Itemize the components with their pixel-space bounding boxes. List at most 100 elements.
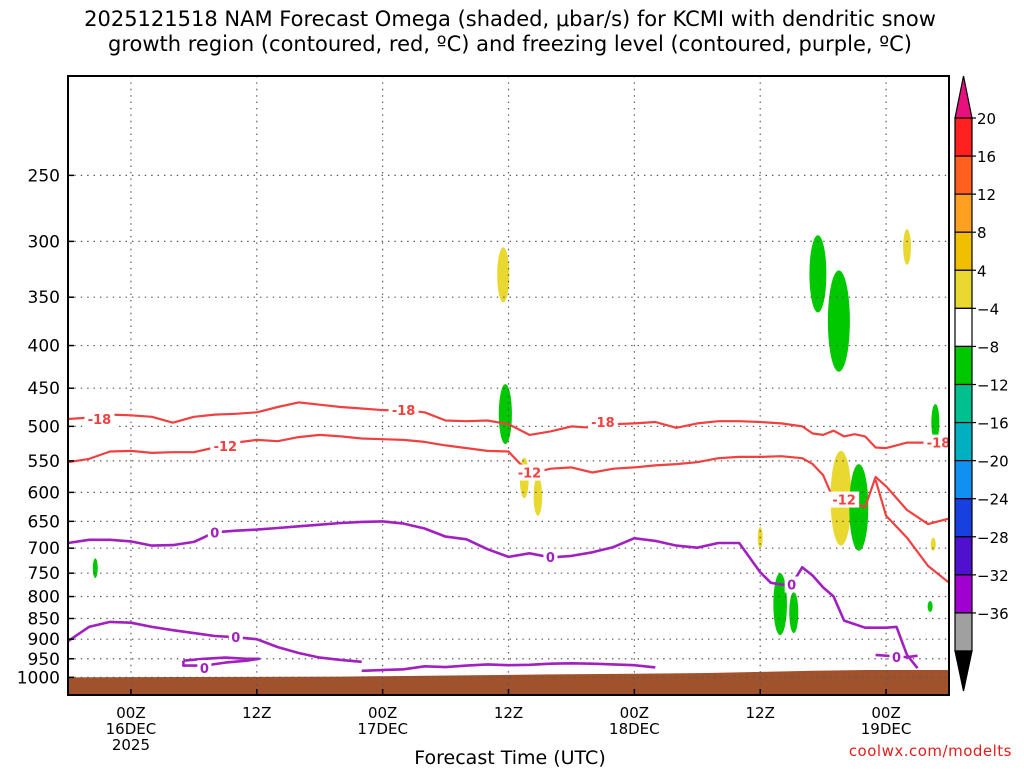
freezing-level-contour [67,520,919,670]
colorbar-swatch [954,460,973,500]
colorbar-swatch [954,193,973,233]
colorbar-swatch [954,536,973,576]
colorbar-label: −20 [977,453,1009,471]
colorbar-label: −32 [977,567,1009,585]
contour-label: 0 [787,579,796,594]
colorbar-label: 12 [977,186,996,204]
omega-blob [789,591,799,634]
colorbar-label: −36 [977,605,1009,623]
y-tick-label: 400 [28,337,60,357]
y-tick-label: 600 [28,483,60,503]
dgz-contour [874,479,950,584]
omega-blob [927,601,933,613]
colorbar-swatch [954,155,973,195]
y-tick-label: 700 [28,539,60,559]
colorbar-swatch [954,269,973,309]
omega-blob [497,247,510,303]
contour-label-bg [829,491,860,508]
colorbar-swatch [954,307,973,348]
colorbar-label: −16 [977,415,1009,433]
y-tick-label: 650 [28,512,60,532]
omega-blob [903,229,911,265]
contour-label-bg [587,413,618,430]
colorbar-label: 20 [977,110,996,128]
contour-label: 0 [231,631,240,646]
contour-label: 0 [200,662,209,677]
omega-blob [931,403,940,441]
contour-label: 0 [892,651,901,666]
omega-blob [827,270,850,372]
colorbar-label: 4 [977,262,987,280]
omega-blob [930,537,936,551]
colorbar-swatch [954,117,973,157]
colorbar-swatch [954,231,973,271]
freezing-level-contour [361,662,656,673]
contour-label: -12 [832,494,856,509]
colorbar-swatch [954,383,973,424]
freezing-level-contour [67,620,362,664]
x-tick-label: 00Z [116,704,145,722]
contour-label-bg [514,464,545,481]
contour-label: 0 [210,526,219,541]
y-tick-label: 500 [28,417,60,437]
colorbar-swatch [954,574,973,614]
omega-blob [533,476,543,516]
x-tick-label: 16DEC [106,720,157,738]
contour-label-bg [207,524,222,541]
y-tick-label: 900 [28,630,60,650]
colorbar-swatch [954,498,973,538]
y-tick-label: 350 [28,288,60,308]
omega-blob [498,384,512,445]
contour-label: -18 [392,404,416,419]
contour-label: -12 [214,440,238,455]
y-tick-label: 800 [28,588,60,608]
contour-label: -18 [591,416,615,431]
x-tick-label: 12Z [242,704,271,722]
omega-blob [92,558,98,578]
colorbar-label: −4 [977,300,999,318]
x-tick-label: 00Z [368,704,397,722]
x-tick-label: 18DEC [609,720,660,738]
x-tick-label: 12Z [494,704,523,722]
colorbar-top-arrow [954,75,973,119]
colorbar-label: 8 [977,224,987,242]
contour-label: 0 [546,551,555,566]
y-tick-label: 1000 [17,668,60,688]
y-tick-label: 850 [28,609,60,629]
contour-label-bg [923,434,954,451]
dgz-contour [67,401,939,450]
y-tick-label: 550 [28,452,60,472]
colorbar-label: 16 [977,148,996,166]
contour-label-bg [84,411,115,428]
x-tick-label: 2025 [112,736,150,754]
x-tick-label: 19DEC [861,720,912,738]
contour-label-bg [197,660,212,677]
colorbar-label: −28 [977,529,1009,547]
x-axis-title: Forecast Time (UTC) [414,747,605,768]
watermark: coolwx.com/modelts [848,742,1012,760]
contour-label-bg [388,402,419,419]
contour-label-bg [889,648,904,665]
y-tick-label: 450 [28,379,60,399]
x-tick-label: 12Z [746,704,775,722]
y-tick-label: 950 [28,650,60,670]
omega-blob [809,235,827,313]
x-tick-label: 00Z [871,704,900,722]
x-tick-label: 00Z [620,704,649,722]
colorbar-label: −24 [977,491,1009,509]
contour-label-bg [228,629,243,646]
colorbar-swatch [954,345,973,386]
contour-label-bg [784,576,799,593]
colorbar-bottom-arrow [954,650,973,692]
colorbar-label: −8 [977,338,999,356]
omega-blob [773,573,787,636]
chart-title-line-1: 2025121518 NAM Forecast Omega (shaded, μ… [84,7,936,31]
y-tick-label: 750 [28,564,60,584]
colorbar-swatch [954,612,973,652]
contour-label-bg [210,438,241,455]
freezing-level-contour [182,656,261,667]
chart-title-line-2: growth region (contoured, red, ºC) and f… [108,32,912,56]
contour-label: -18 [927,437,951,452]
